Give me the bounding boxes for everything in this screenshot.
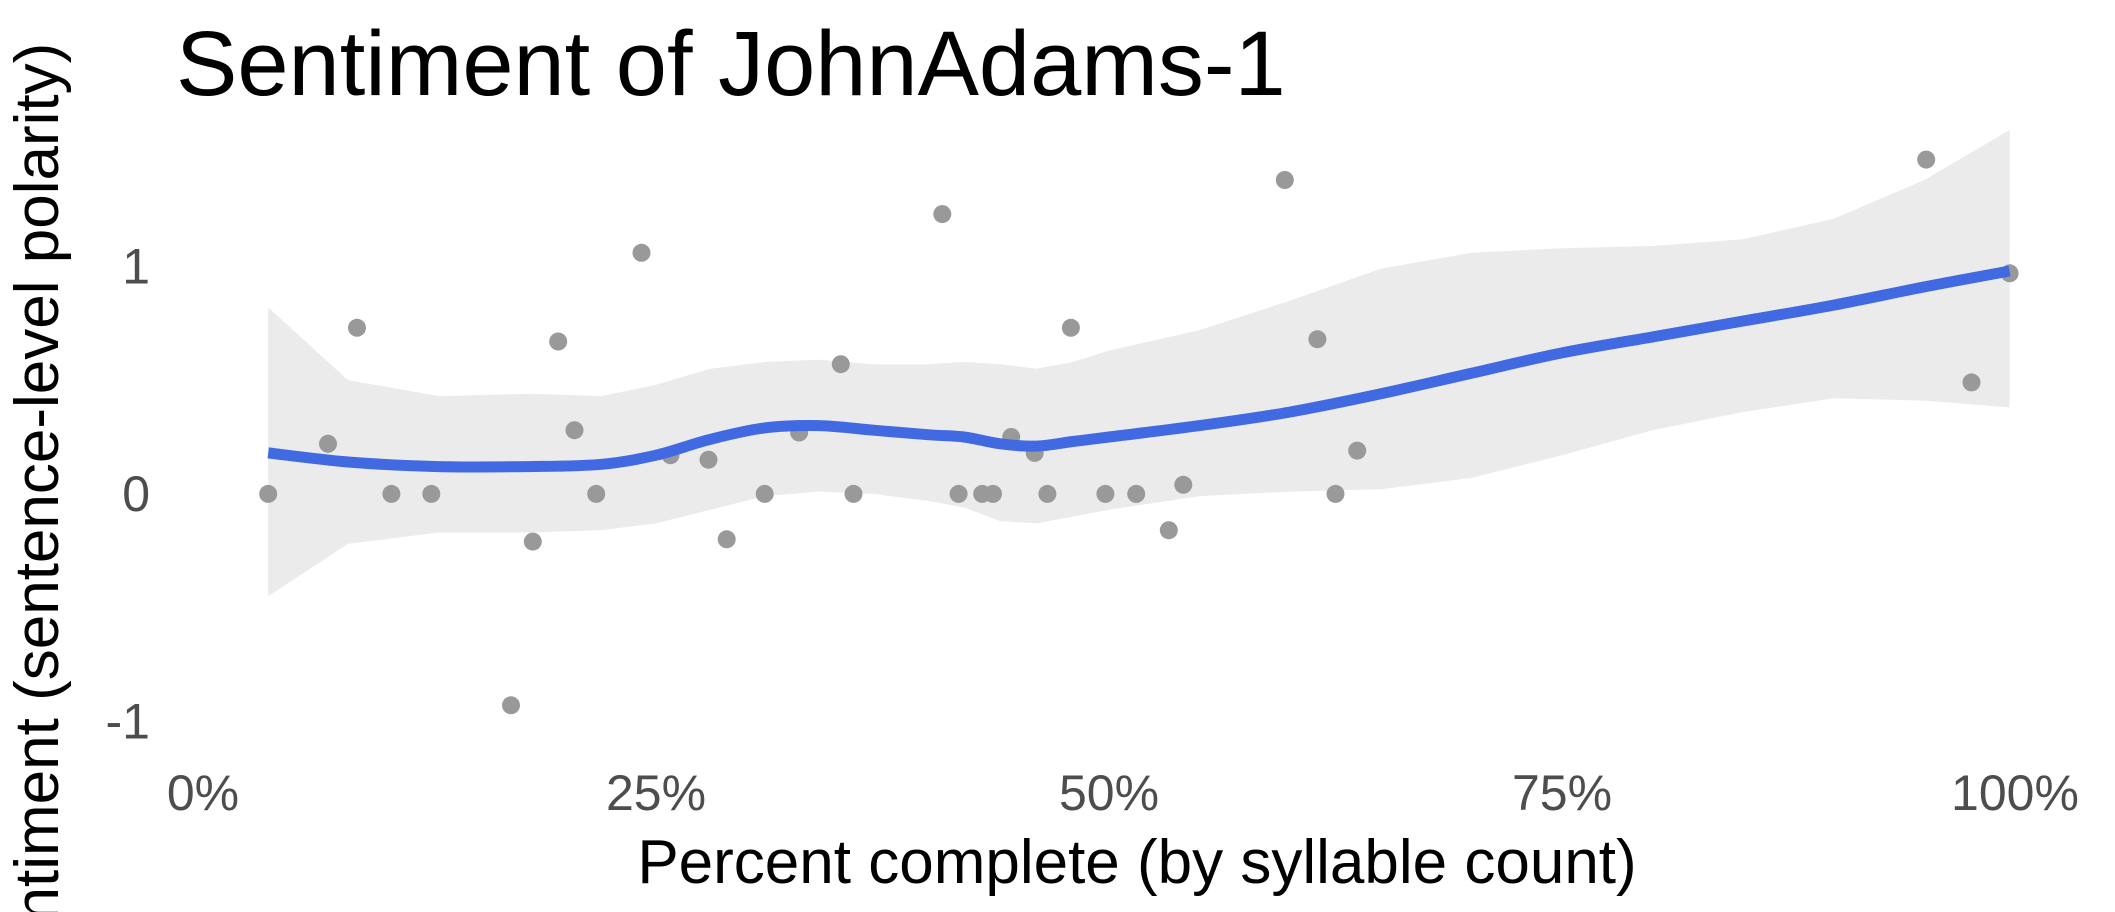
- data-point: [717, 530, 736, 549]
- x-tick-label: 0%: [167, 765, 239, 821]
- data-point: [1127, 484, 1146, 503]
- data-point: [1174, 475, 1193, 494]
- confidence-band: [268, 130, 2010, 597]
- data-point: [319, 434, 337, 453]
- data-point: [1096, 484, 1115, 503]
- data-point: [549, 332, 568, 351]
- data-point: [1326, 484, 1345, 503]
- data-point: [1038, 484, 1057, 503]
- data-point: [1917, 150, 1936, 169]
- data-point: [565, 421, 584, 440]
- data-point: [831, 355, 850, 374]
- data-point: [632, 243, 651, 262]
- x-tick-label: 50%: [1059, 765, 1159, 821]
- data-point: [949, 484, 968, 503]
- data-point: [699, 450, 718, 469]
- x-axis-title: Percent complete (by syllable count): [637, 828, 1636, 897]
- data-point: [755, 484, 774, 503]
- data-point: [1962, 373, 1981, 392]
- data-point: [1159, 521, 1178, 540]
- data-point: [984, 484, 1002, 503]
- data-point: [259, 484, 278, 503]
- data-point: [502, 696, 520, 715]
- data-point: [587, 484, 606, 503]
- data-point: [1275, 171, 1294, 189]
- x-tick-label: 100%: [1951, 765, 2079, 821]
- x-tick-label: 75%: [1512, 765, 1612, 821]
- x-tick-label: 25%: [606, 765, 706, 821]
- x-axis-ticks: 0% 25% 50% 75% 100%: [167, 765, 2079, 821]
- data-point: [1348, 441, 1367, 460]
- data-point: [348, 318, 366, 337]
- data-point: [382, 484, 401, 503]
- y-axis-ticks: -1 0 1: [106, 238, 150, 749]
- data-point: [1308, 330, 1327, 349]
- y-axis-title: Sentiment (sentence-level polarity): [3, 43, 72, 912]
- chart-title: Sentiment of JohnAdams-1: [176, 13, 1286, 115]
- data-point: [1061, 318, 1080, 337]
- y-tick-label: 0: [122, 466, 150, 522]
- plot-area: [259, 130, 2019, 715]
- data-point: [523, 532, 542, 551]
- data-point: [933, 205, 952, 224]
- smooth-line: [267, 265, 2011, 473]
- data-point: [422, 484, 441, 503]
- y-tick-label: -1: [106, 693, 150, 749]
- data-point: [844, 484, 863, 503]
- y-tick-label: 1: [122, 238, 150, 294]
